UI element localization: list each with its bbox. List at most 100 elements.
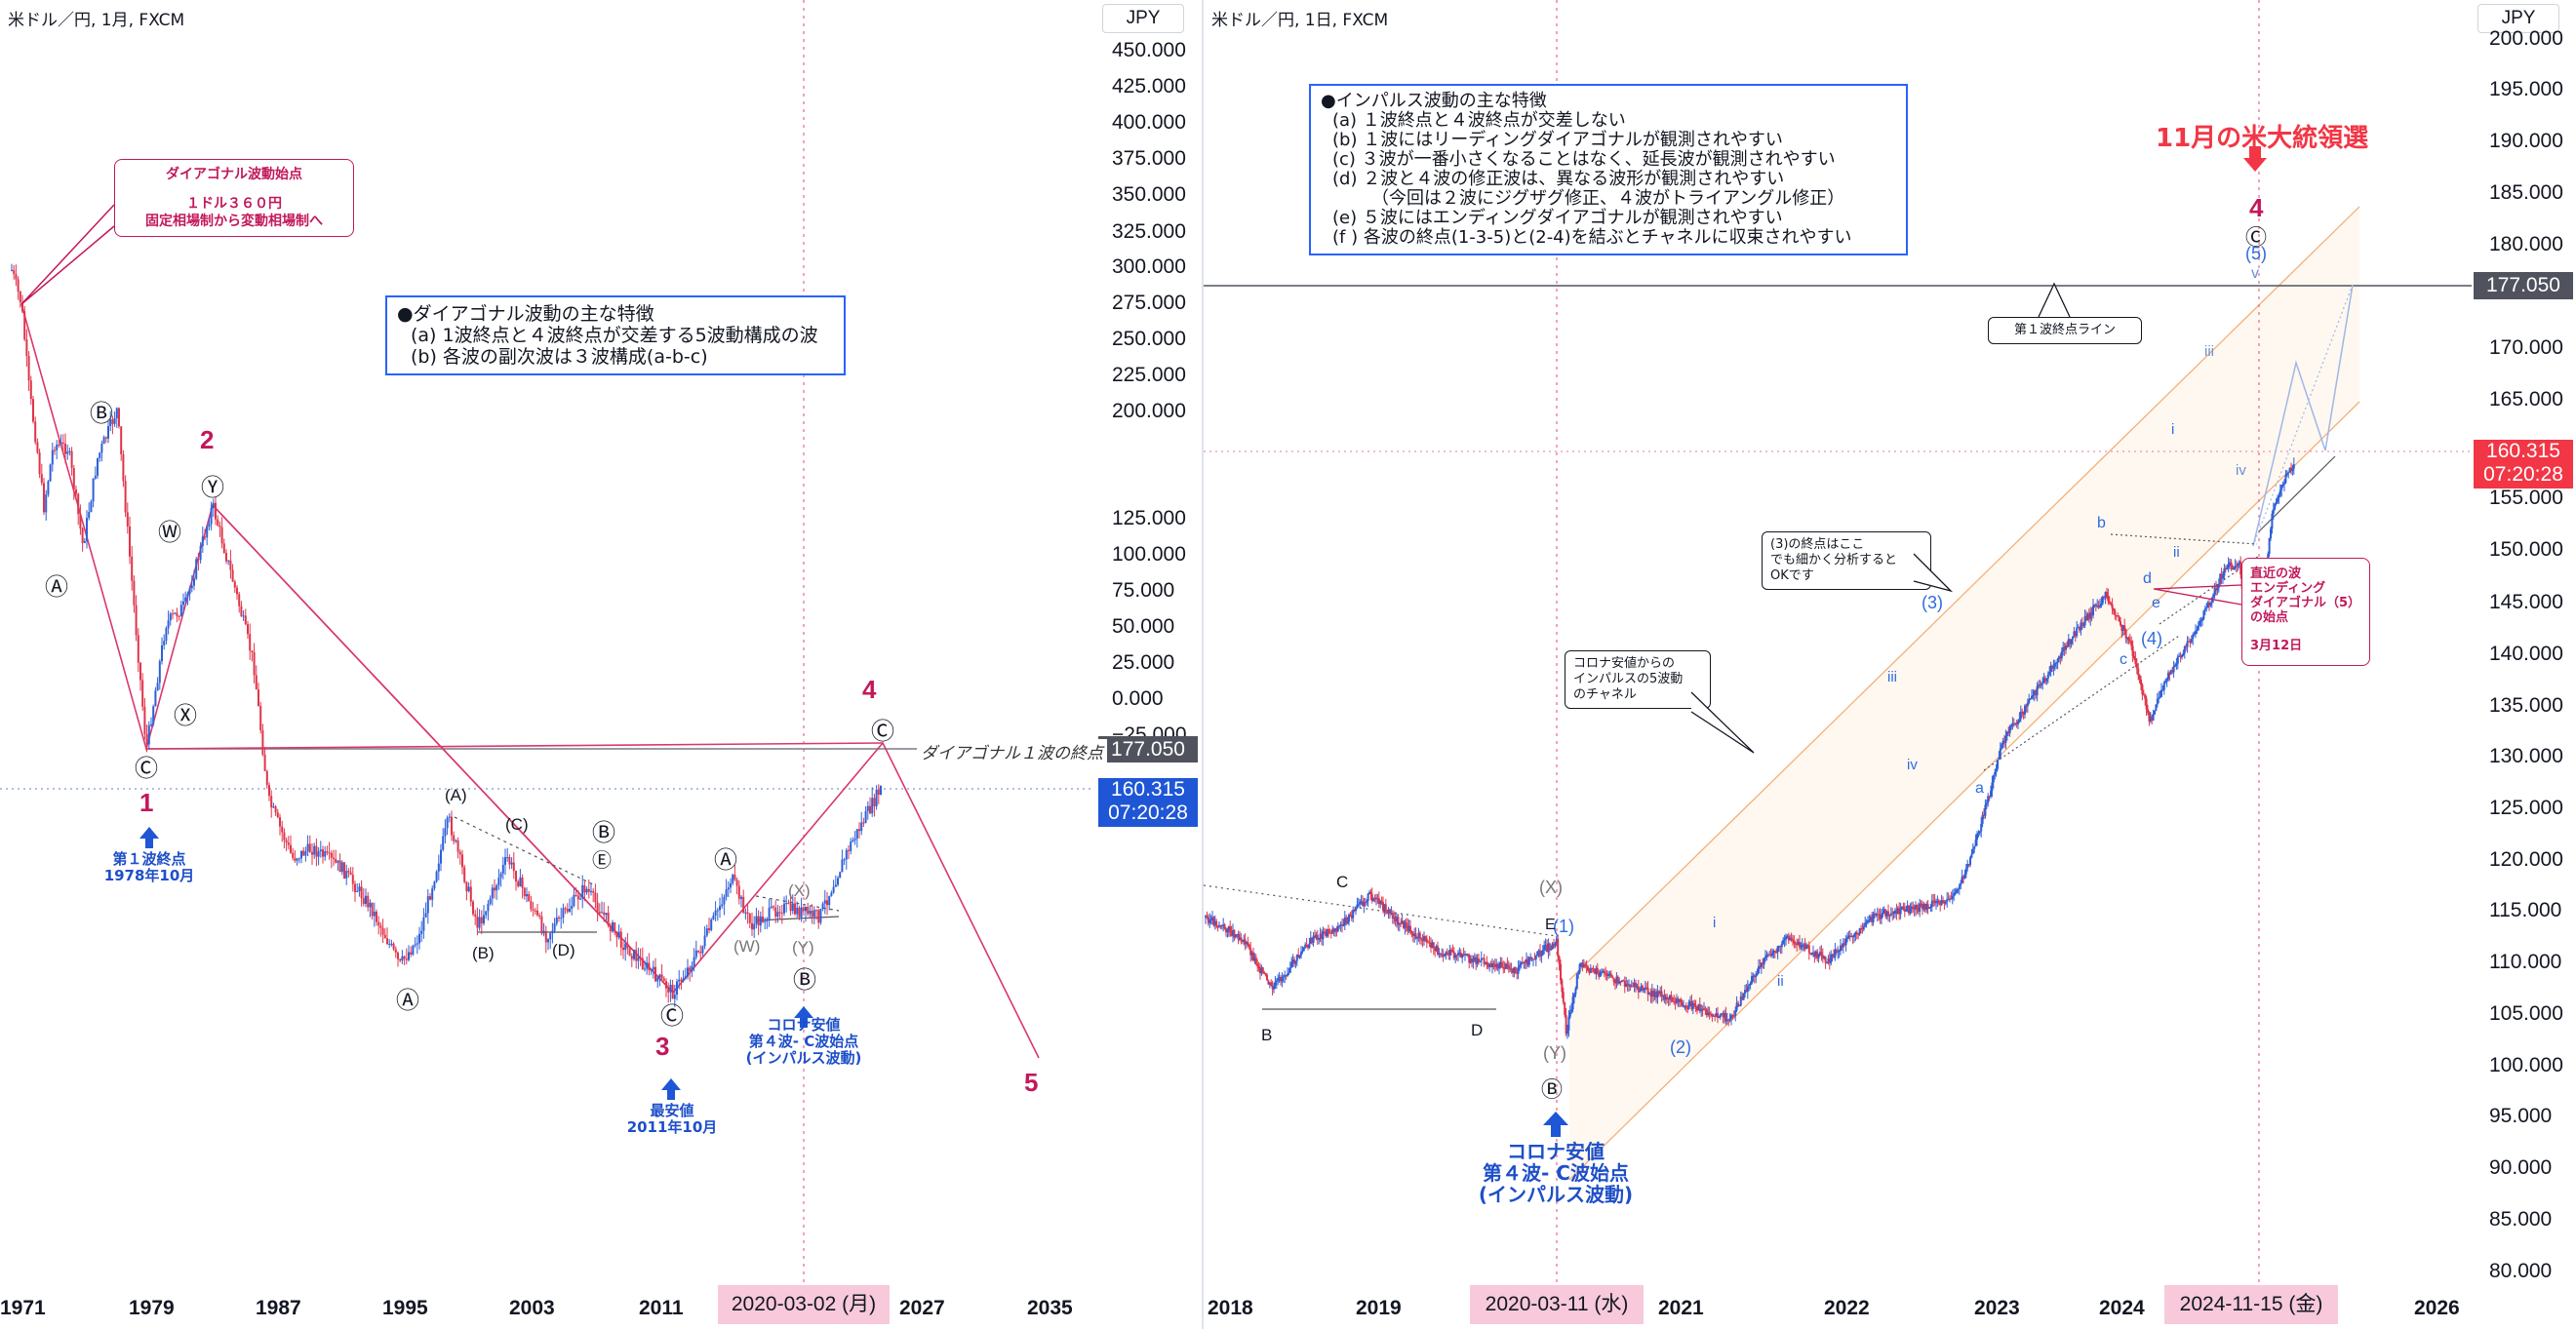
candle-body: [590, 890, 592, 892]
candle-body: [817, 910, 820, 923]
candle-body: [265, 770, 268, 786]
candle-body: [658, 974, 661, 978]
candle-body: [1994, 771, 1997, 775]
candle-body: [2220, 573, 2223, 579]
candle-body: [1537, 950, 1540, 952]
candle-body: [1722, 1012, 1724, 1018]
candle-body: [845, 849, 848, 860]
diagonal-features-box[interactable]: ●ダイアゴナル波動の主な特徴 (a) 1波終点と４波終点が交差する5波動構成の波…: [385, 295, 846, 375]
candle-body: [1894, 910, 1896, 912]
candle-body: [1498, 966, 1500, 969]
candle-body: [780, 913, 783, 915]
candle-body: [1990, 791, 1992, 797]
candle-body: [805, 907, 807, 912]
candle-body: [1705, 1009, 1708, 1016]
candle-body: [794, 903, 796, 915]
candle-body: [1667, 998, 1670, 1000]
candle-body: [2005, 731, 2008, 736]
left-ytick-5: 325.000: [1112, 220, 1186, 243]
candle-body: [508, 857, 511, 865]
candle-body: [2274, 503, 2277, 510]
left-xtick-0: 1971: [0, 1297, 46, 1319]
candle-body: [1605, 973, 1607, 975]
candle-body: [1349, 915, 1352, 917]
candle-body: [208, 524, 211, 528]
candle-body: [227, 560, 230, 562]
candle-body: [1447, 954, 1450, 956]
impulse-features-box[interactable]: ●インパルス波動の主な特徴 (a) １波終点と４波終点が交差しない (b) １波…: [1309, 84, 1908, 255]
candle-body: [684, 976, 687, 979]
candle-body: [2099, 605, 2101, 607]
candle-body: [1595, 967, 1598, 974]
diagonal-start-box[interactable]: ダイアゴナル波動始点 １ドル３６０円 固定相場制から変動相場制へ: [114, 159, 354, 237]
candle-body: [1454, 955, 1457, 958]
candle-body: [2033, 690, 2036, 695]
candle-body: [272, 806, 275, 808]
candle-body: [302, 850, 305, 856]
candle-body: [1509, 968, 1512, 970]
candle-body: [324, 851, 327, 857]
candle-body: [405, 958, 408, 960]
candle-body: [1530, 957, 1533, 959]
candle-body: [2181, 654, 2183, 658]
candle-body: [1439, 953, 1442, 956]
candle-body: [1697, 1003, 1700, 1011]
candle-body: [2024, 705, 2026, 715]
wave1-line-callout[interactable]: 第１波終点ライン: [1988, 317, 2142, 344]
candle-body: [1885, 911, 1888, 917]
paren-W: (W): [733, 937, 761, 956]
wave3-end-note[interactable]: (3)の終点はここ でも細かく分析すると OKです: [1762, 531, 1931, 590]
candle-body: [1864, 922, 1867, 927]
right-daily-chart[interactable]: [1204, 0, 2472, 1329]
candle-body: [2219, 573, 2222, 584]
candle-body: [1642, 986, 1644, 991]
diagonal-line-label: ダイアゴナル１波の終点: [917, 739, 1107, 763]
candle-body: [2113, 608, 2115, 611]
candle-body: [1884, 909, 1887, 917]
candle-body: [850, 841, 852, 851]
candle-body: [478, 917, 481, 928]
candle-body: [1523, 961, 1526, 963]
right-currency-button[interactable]: JPY: [2477, 4, 2559, 33]
candle-body: [1738, 1005, 1741, 1007]
channel-note[interactable]: コロナ安値からの インパルスの5波動 のチャネル: [1565, 650, 1711, 709]
candle-body: [1207, 917, 1209, 923]
candle-body: [1607, 974, 1609, 976]
candle-body: [122, 453, 125, 482]
candle-body: [1951, 895, 1954, 899]
candle-body: [197, 559, 200, 561]
left-monthly-chart[interactable]: [0, 0, 1200, 1329]
candle-body: [2283, 483, 2285, 485]
r-wave-1: (1): [1553, 917, 1574, 936]
candle-body: [1712, 1015, 1715, 1017]
candle-body: [823, 900, 826, 904]
candle-body: [1656, 991, 1659, 998]
candle-body: [124, 481, 127, 513]
candle-body: [2208, 602, 2210, 606]
candle-body: [1954, 892, 1957, 894]
candle-body: [1853, 934, 1855, 938]
candle-body: [1591, 967, 1594, 969]
candle-body: [1903, 909, 1906, 912]
candle-body: [553, 923, 556, 931]
candle-body: [1846, 937, 1848, 939]
candle-body: [770, 906, 773, 908]
candle-body: [1764, 957, 1766, 958]
right-ytick-9: 145.000: [2489, 591, 2563, 613]
candle-body: [712, 916, 715, 920]
candle-body: [1391, 913, 1394, 919]
candle-body: [1237, 933, 1240, 940]
candle-body: [2229, 562, 2231, 565]
candle-body: [703, 935, 706, 947]
candle-body: [1772, 950, 1775, 954]
candle-body: [190, 585, 193, 589]
candle-body: [1615, 976, 1618, 984]
candle-body: [313, 845, 316, 855]
left-currency-button[interactable]: JPY: [1102, 4, 1184, 33]
candle-body: [1516, 972, 1519, 974]
left-ytick-7: 275.000: [1112, 292, 1186, 314]
recent-wave-note[interactable]: 直近の波 エンディング ダイアゴナル（5） の始点 3月12日: [2241, 558, 2370, 666]
candle-body: [270, 796, 273, 808]
lowest-line2: 2011年10月: [626, 1118, 718, 1136]
candle-body: [328, 852, 331, 854]
